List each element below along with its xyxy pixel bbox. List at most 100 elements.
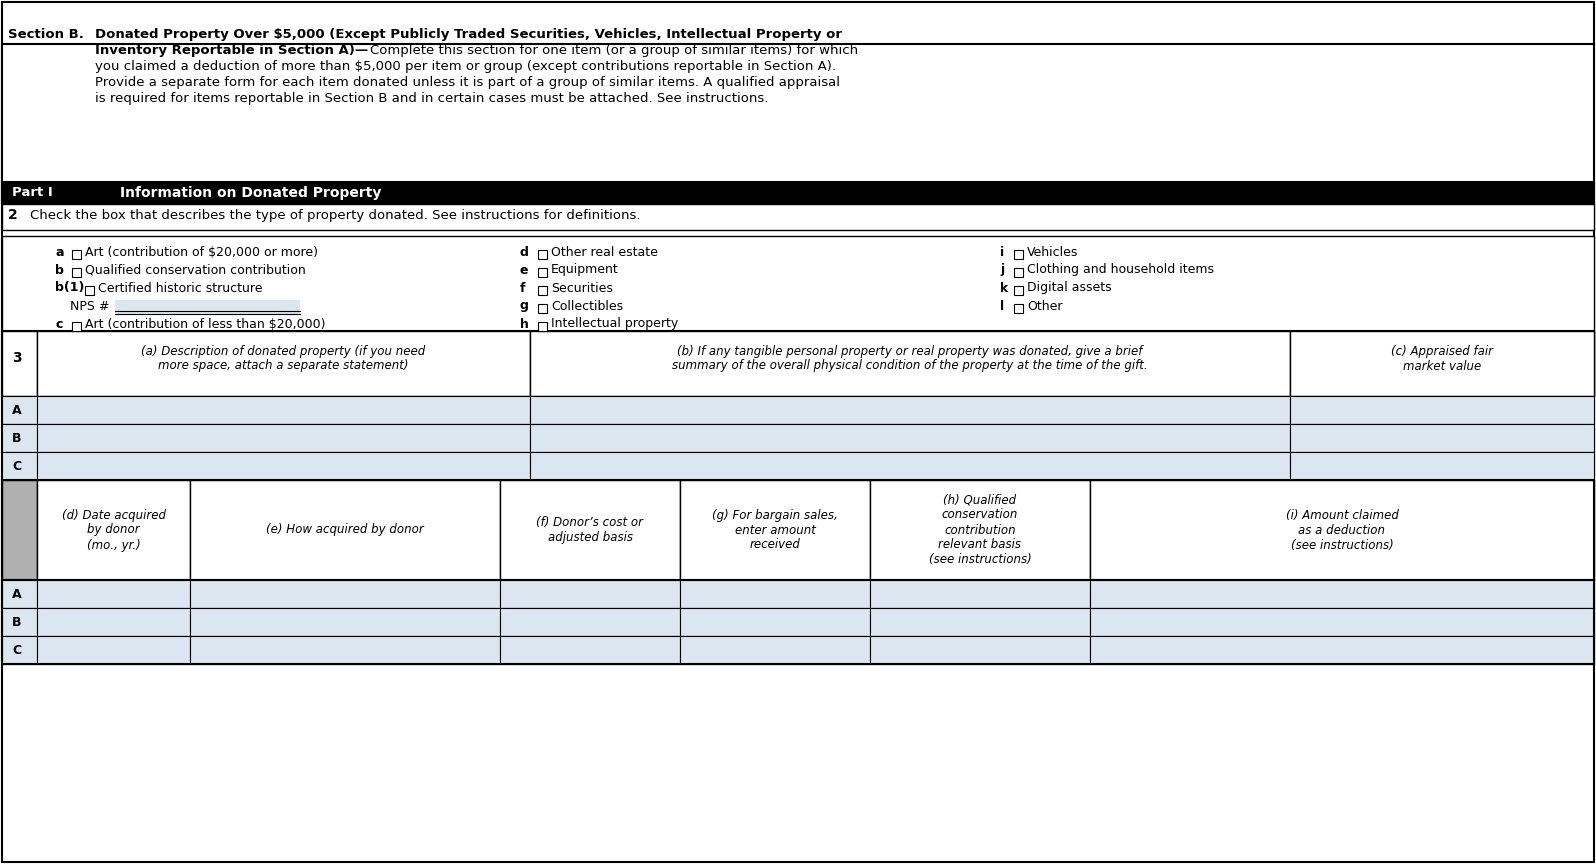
Text: A: A xyxy=(13,403,22,416)
Text: (e) How acquired by donor: (e) How acquired by donor xyxy=(267,524,425,537)
Text: Art (contribution of $20,000 or more): Art (contribution of $20,000 or more) xyxy=(85,245,318,258)
Text: j: j xyxy=(1001,264,1004,276)
Bar xyxy=(2,452,1594,480)
Text: (h) Qualified
conservation
contribution
relevant basis
(see instructions): (h) Qualified conservation contribution … xyxy=(929,493,1031,567)
Bar xyxy=(37,331,530,396)
Text: Donated Property Over $5,000 (Except Publicly Traded Securities, Vehicles, Intel: Donated Property Over $5,000 (Except Pub… xyxy=(96,28,843,41)
Text: l: l xyxy=(1001,300,1004,313)
Bar xyxy=(2,480,37,580)
Bar xyxy=(870,480,1090,580)
Bar xyxy=(2,580,1594,608)
Bar xyxy=(85,286,94,295)
Bar xyxy=(1290,396,1594,424)
Bar xyxy=(2,236,1594,396)
Bar xyxy=(1090,580,1594,608)
Text: B: B xyxy=(13,431,21,444)
Text: Clothing and household items: Clothing and household items xyxy=(1026,264,1215,276)
Text: b: b xyxy=(54,264,64,276)
Bar xyxy=(2,331,1594,396)
Bar xyxy=(2,580,1594,664)
Text: is required for items reportable in Section B and in certain cases must be attac: is required for items reportable in Sect… xyxy=(96,92,768,105)
Bar xyxy=(1290,452,1594,480)
Text: c: c xyxy=(54,317,62,331)
Text: f: f xyxy=(520,282,525,295)
Bar xyxy=(2,204,1594,230)
Bar xyxy=(2,636,1594,664)
Text: (i) Amount claimed
as a deduction
(see instructions): (i) Amount claimed as a deduction (see i… xyxy=(1285,509,1398,551)
Text: B: B xyxy=(13,615,21,628)
Text: 3: 3 xyxy=(13,352,22,365)
Text: Intellectual property: Intellectual property xyxy=(551,317,678,331)
Bar xyxy=(1290,424,1594,452)
Text: k: k xyxy=(1001,282,1009,295)
Bar xyxy=(72,322,81,331)
Bar xyxy=(2,396,37,424)
Text: Other real estate: Other real estate xyxy=(551,245,658,258)
Text: C: C xyxy=(13,460,21,473)
Bar xyxy=(1090,636,1594,664)
Bar xyxy=(1090,608,1594,636)
Text: d: d xyxy=(520,245,528,258)
Bar xyxy=(2,636,37,664)
Text: Section B.: Section B. xyxy=(8,28,85,41)
Bar xyxy=(680,636,870,664)
Text: i: i xyxy=(1001,245,1004,258)
Bar xyxy=(190,636,500,664)
Bar xyxy=(500,580,680,608)
Bar xyxy=(530,331,1290,396)
Bar xyxy=(870,580,1090,608)
Bar xyxy=(2,452,37,480)
Bar xyxy=(538,304,547,313)
Bar xyxy=(2,608,37,636)
Bar xyxy=(115,300,300,314)
Bar xyxy=(530,396,1290,424)
Text: A: A xyxy=(13,588,22,600)
Text: b(1): b(1) xyxy=(54,282,85,295)
Bar xyxy=(2,424,37,452)
Text: Qualified conservation contribution: Qualified conservation contribution xyxy=(85,264,306,276)
Bar xyxy=(2,424,1594,452)
Text: (g) For bargain sales,
enter amount
received: (g) For bargain sales, enter amount rece… xyxy=(712,509,838,551)
Bar xyxy=(538,268,547,277)
Text: g: g xyxy=(520,300,528,313)
Bar xyxy=(530,424,1290,452)
Bar xyxy=(37,480,190,580)
Text: (d) Date acquired
by donor
(mo., yr.): (d) Date acquired by donor (mo., yr.) xyxy=(62,509,166,551)
Text: (f) Donor’s cost or
adjusted basis: (f) Donor’s cost or adjusted basis xyxy=(536,516,643,544)
Bar xyxy=(190,608,500,636)
Text: Other: Other xyxy=(1026,300,1063,313)
Bar xyxy=(680,480,870,580)
Bar xyxy=(538,286,547,295)
Bar xyxy=(1013,250,1023,259)
Text: Information on Donated Property: Information on Donated Property xyxy=(120,186,381,200)
Bar xyxy=(1290,331,1594,396)
Text: Check the box that describes the type of property donated. See instructions for : Check the box that describes the type of… xyxy=(30,208,640,221)
Text: Equipment: Equipment xyxy=(551,264,619,276)
Bar xyxy=(37,452,530,480)
Text: (a) Description of donated property (if you need
more space, attach a separate s: (a) Description of donated property (if … xyxy=(142,345,426,372)
Text: Art (contribution of less than $20,000): Art (contribution of less than $20,000) xyxy=(85,317,326,331)
Bar xyxy=(500,480,680,580)
Bar xyxy=(37,580,190,608)
Bar xyxy=(37,424,530,452)
Bar xyxy=(37,608,190,636)
Bar xyxy=(680,580,870,608)
Bar xyxy=(1013,286,1023,295)
Bar xyxy=(1013,304,1023,313)
Text: C: C xyxy=(13,644,21,657)
Text: Part I: Part I xyxy=(13,187,53,200)
Bar xyxy=(2,608,1594,636)
Bar xyxy=(2,580,37,608)
Bar xyxy=(500,608,680,636)
Bar xyxy=(1013,268,1023,277)
Bar xyxy=(37,636,190,664)
Bar xyxy=(72,268,81,277)
Bar xyxy=(2,182,1594,204)
Bar xyxy=(1090,480,1594,580)
Text: Provide a separate form for each item donated unless it is part of a group of si: Provide a separate form for each item do… xyxy=(96,76,839,89)
Text: (b) If any tangible personal property or real property was donated, give a brief: (b) If any tangible personal property or… xyxy=(672,345,1148,372)
Bar xyxy=(190,580,500,608)
Text: Digital assets: Digital assets xyxy=(1026,282,1112,295)
Bar xyxy=(2,480,1594,580)
Bar xyxy=(2,44,1594,204)
